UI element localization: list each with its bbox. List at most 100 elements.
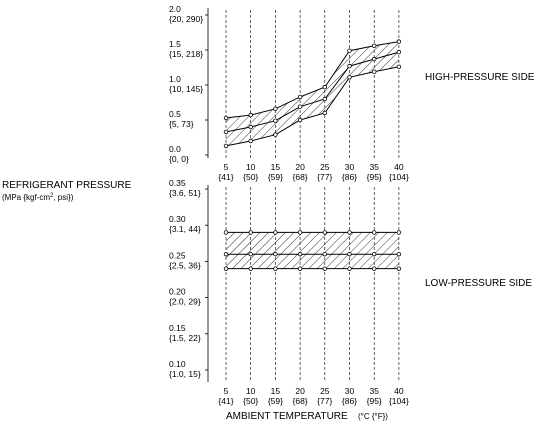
y-tick-label: 1.0 bbox=[169, 74, 181, 84]
data-point bbox=[273, 106, 278, 111]
data-point bbox=[396, 251, 402, 257]
series-line-1 bbox=[225, 41, 399, 119]
x-tick-label-fahrenheit: {68} bbox=[293, 172, 308, 182]
x-tick-label: 25 bbox=[320, 162, 330, 172]
data-point bbox=[347, 251, 352, 257]
x-tick-label-fahrenheit: {95} bbox=[367, 172, 382, 182]
data-point bbox=[347, 63, 352, 69]
side-label: LOW-PRESSURE SIDE bbox=[425, 278, 532, 289]
y-tick-label: 0.25 bbox=[169, 250, 186, 260]
data-point bbox=[396, 266, 402, 271]
data-point bbox=[297, 266, 303, 271]
data-point bbox=[248, 251, 253, 257]
data-point bbox=[347, 266, 352, 271]
x-tick-label-fahrenheit: {50} bbox=[243, 172, 258, 182]
y-tick-label: 0.30 bbox=[169, 214, 186, 224]
x-tick-label: 35 bbox=[369, 386, 379, 396]
data-point bbox=[396, 64, 402, 69]
x-tick-label-fahrenheit: {41} bbox=[218, 172, 233, 182]
series-line-2 bbox=[225, 51, 400, 133]
data-point bbox=[322, 230, 327, 235]
x-tick-label-fahrenheit: {86} bbox=[342, 396, 357, 406]
x-tick-label: 40 bbox=[394, 386, 404, 396]
data-point bbox=[322, 266, 327, 271]
y-tick-label: 0.10 bbox=[169, 359, 186, 369]
data-point bbox=[322, 251, 327, 257]
x-tick-label: 15 bbox=[271, 386, 281, 396]
data-point bbox=[248, 230, 253, 235]
pressure-band-hatch bbox=[226, 232, 399, 269]
data-point bbox=[372, 266, 377, 271]
y-axis-unit: (MPa {kgf-cm2, psi}) bbox=[2, 193, 74, 202]
x-tick-label: 10 bbox=[246, 386, 256, 396]
x-tick-label: 35 bbox=[369, 162, 379, 172]
data-point bbox=[248, 112, 253, 118]
data-point bbox=[322, 110, 327, 116]
data-point bbox=[248, 124, 253, 130]
data-point bbox=[223, 115, 229, 121]
data-point bbox=[347, 230, 352, 235]
y-tick-label: 0.0 bbox=[169, 144, 181, 154]
x-tick-label-fahrenheit: {77} bbox=[317, 172, 332, 182]
data-point bbox=[273, 118, 278, 123]
x-tick-label-fahrenheit: {104} bbox=[389, 396, 409, 406]
y-tick-label: 2.0 bbox=[169, 4, 181, 14]
x-axis-unit: (°C {°F}) bbox=[358, 412, 388, 421]
data-point bbox=[223, 266, 229, 271]
data-point bbox=[322, 96, 327, 102]
data-point bbox=[297, 117, 303, 123]
data-point bbox=[372, 56, 377, 62]
y-tick-label-imperial: {1.0, 15} bbox=[169, 369, 201, 379]
data-point bbox=[297, 251, 303, 257]
data-point bbox=[248, 138, 253, 144]
data-point bbox=[223, 143, 229, 149]
y-tick-label: 1.5 bbox=[169, 39, 181, 49]
data-point bbox=[372, 230, 377, 235]
x-tick-label-fahrenheit: {77} bbox=[317, 396, 332, 406]
data-point bbox=[396, 39, 402, 44]
x-tick-label-fahrenheit: {50} bbox=[243, 396, 258, 406]
y-tick-label-imperial: {3.6, 51} bbox=[169, 188, 201, 198]
x-tick-label-fahrenheit: {41} bbox=[218, 396, 233, 406]
y-tick-label-imperial: {3.1, 44} bbox=[169, 224, 201, 234]
chart-panel-high: 0.0{0, 0} 0.5{5, 73} 1.0{10, 145} 1.5{15, 2… bbox=[169, 4, 535, 182]
y-tick-label: 0.20 bbox=[169, 287, 186, 297]
data-point bbox=[297, 230, 303, 235]
y-tick-label-imperial: {5, 73} bbox=[169, 119, 194, 129]
pressure-band-hatch bbox=[226, 41, 399, 146]
x-tick-label: 15 bbox=[271, 162, 281, 172]
data-point bbox=[372, 251, 377, 257]
x-tick-label: 5 bbox=[224, 162, 229, 172]
y-tick-label-imperial: {2.0, 29} bbox=[169, 297, 201, 307]
y-tick-label-imperial: {20, 290} bbox=[169, 14, 203, 24]
y-tick-label-imperial: {0, 0} bbox=[169, 154, 189, 164]
side-label: HIGH-PRESSURE SIDE bbox=[425, 72, 535, 83]
data-point bbox=[297, 94, 303, 100]
x-tick-label-fahrenheit: {86} bbox=[342, 172, 357, 182]
series-line-3 bbox=[225, 66, 399, 147]
x-tick-label: 10 bbox=[246, 162, 256, 172]
data-point bbox=[347, 75, 352, 80]
charts-layer: 0.0{0, 0} 0.5{5, 73} 1.0{10, 145} 1.5{15, 2… bbox=[169, 4, 535, 406]
x-tick-label: 30 bbox=[345, 386, 355, 396]
data-point bbox=[297, 104, 303, 109]
data-point bbox=[273, 132, 278, 137]
x-axis-label: AMBIENT TEMPERATURE bbox=[226, 411, 348, 422]
data-point bbox=[396, 230, 402, 235]
y-tick-label-imperial: {15, 218} bbox=[169, 49, 203, 59]
data-point bbox=[223, 251, 229, 257]
x-tick-label: 20 bbox=[295, 386, 305, 396]
x-tick-label: 30 bbox=[345, 162, 355, 172]
x-tick-label-fahrenheit: {68} bbox=[293, 396, 308, 406]
y-axis-label: REFRIGERANT PRESSURE bbox=[2, 180, 132, 191]
data-point bbox=[396, 49, 402, 55]
y-tick-label-imperial: {10, 145} bbox=[169, 84, 203, 94]
x-tick-label-fahrenheit: {104} bbox=[389, 172, 409, 182]
data-point bbox=[223, 129, 229, 135]
y-tick-label: 0.5 bbox=[169, 109, 181, 119]
data-point bbox=[347, 48, 352, 53]
x-tick-label: 40 bbox=[394, 162, 404, 172]
data-point bbox=[372, 69, 377, 74]
